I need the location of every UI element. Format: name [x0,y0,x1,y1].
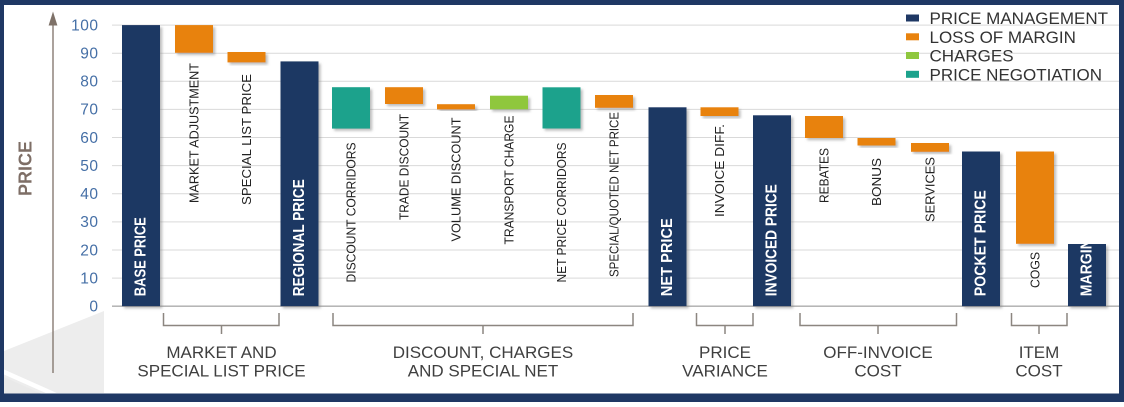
svg-text:40: 40 [80,186,98,203]
svg-text:SERVICES: SERVICES [923,157,938,222]
svg-text:80: 80 [80,74,98,91]
svg-text:70: 70 [80,102,98,119]
svg-text:PRICE: PRICE [699,343,751,362]
svg-text:REGIONAL PRICE: REGIONAL PRICE [291,179,308,296]
svg-text:10: 10 [80,270,98,287]
svg-text:TRANSPORT CHARGE: TRANSPORT CHARGE [502,115,517,244]
svg-text:ITEM: ITEM [1019,343,1060,362]
svg-text:PRICE: PRICE [16,141,36,196]
svg-text:BONUS: BONUS [869,158,884,206]
svg-text:60: 60 [80,130,98,147]
svg-text:DISCOUNT, CHARGES: DISCOUNT, CHARGES [393,343,573,362]
svg-text:OFF-INVOICE: OFF-INVOICE [823,343,933,362]
svg-text:SPECIAL LIST PRICE: SPECIAL LIST PRICE [137,362,305,381]
svg-text:PRICE NEGOTIATION: PRICE NEGOTIATION [930,66,1103,85]
svg-text:SPECIAL LIST PRICE: SPECIAL LIST PRICE [239,74,254,205]
svg-text:INVOICED PRICE: INVOICED PRICE [764,184,781,296]
svg-text:CHARGES: CHARGES [930,47,1014,66]
svg-text:NET PRICE: NET PRICE [659,218,676,296]
svg-text:PRICE MANAGEMENT: PRICE MANAGEMENT [930,9,1109,28]
svg-text:20: 20 [80,242,98,259]
svg-text:INVOICE DIFF.: INVOICE DIFF. [712,124,727,217]
svg-text:50: 50 [80,158,98,175]
svg-text:TRADE DISCOUNT: TRADE DISCOUNT [397,114,412,220]
svg-text:MARKET AND: MARKET AND [166,343,276,362]
svg-text:COST: COST [1015,362,1062,381]
svg-text:REBATES: REBATES [817,148,832,203]
svg-text:BASE PRICE: BASE PRICE [133,217,150,296]
svg-text:COGS: COGS [1028,252,1043,288]
svg-text:30: 30 [80,214,98,231]
svg-text:LOSS OF MARGIN: LOSS OF MARGIN [930,28,1076,47]
svg-text:MARKET ADJUSTMENT: MARKET ADJUSTMENT [187,63,202,203]
svg-text:VOLUME DISCOUNT: VOLUME DISCOUNT [449,117,464,241]
svg-text:COST: COST [854,362,901,381]
svg-text:POCKET PRICE: POCKET PRICE [973,190,990,296]
svg-text:AND SPECIAL NET: AND SPECIAL NET [408,362,559,381]
svg-text:VARIANCE: VARIANCE [682,362,768,381]
svg-text:0: 0 [89,299,98,316]
svg-text:MARGIN: MARGIN [1079,239,1096,296]
svg-text:90: 90 [80,46,98,63]
svg-text:NET PRICE CORRIDORS: NET PRICE CORRIDORS [554,142,569,282]
svg-text:SPECIAL/QUOTED NET PRICE: SPECIAL/QUOTED NET PRICE [607,112,622,277]
svg-text:100: 100 [71,17,98,34]
svg-text:DISCOUNT CORRIDORS: DISCOUNT CORRIDORS [344,142,359,282]
